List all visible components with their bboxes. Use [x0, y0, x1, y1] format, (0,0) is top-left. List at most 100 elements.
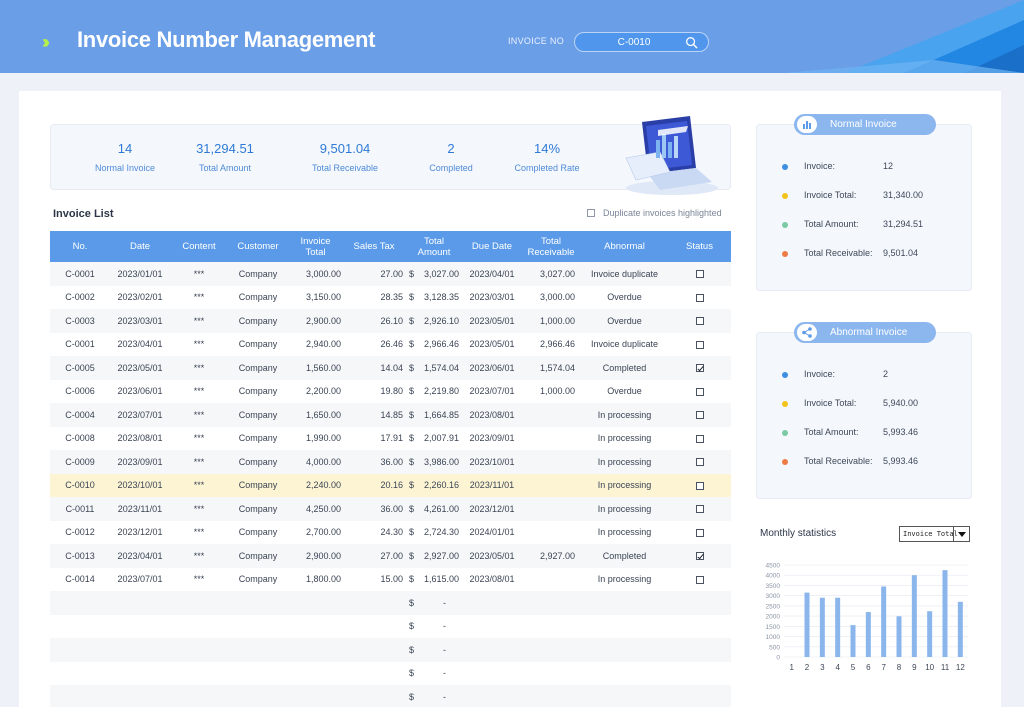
table-row[interactable]: C-0006 2023/06/01 *** Company 2,200.00 19.80 $… — [50, 379, 731, 403]
table-row[interactable]: C-0001 2023/04/01 *** Company 2,940.00 26.46 $… — [50, 332, 731, 356]
status-checkbox[interactable] — [695, 340, 704, 349]
amount-value: 1,664.85 — [423, 409, 459, 420]
column-header[interactable]: Due Date — [463, 231, 521, 262]
cell-status[interactable] — [668, 426, 731, 450]
column-header[interactable]: Invoice Total — [288, 231, 343, 262]
cell-status[interactable] — [668, 497, 731, 521]
column-header[interactable]: Sales Tax — [343, 231, 405, 262]
cell-receivable: 2,927.00 — [521, 544, 581, 568]
search-icon[interactable] — [685, 36, 698, 49]
status-checkbox[interactable] — [695, 317, 704, 326]
cell-status[interactable] — [668, 544, 731, 568]
cell-status[interactable] — [668, 379, 731, 403]
table-row[interactable]: C-0003 2023/03/01 *** Company 2,900.00 26.10 $… — [50, 309, 731, 333]
currency-symbol: $ — [409, 527, 415, 538]
cell-status[interactable] — [668, 285, 731, 309]
cell-status[interactable] — [668, 520, 731, 544]
y-tick-label: 4000 — [766, 573, 781, 580]
invoice-search-value[interactable]: C-0010 — [617, 37, 651, 48]
cell-no: C-0014 — [50, 567, 110, 591]
table-row[interactable]: C-0002 2023/02/01 *** Company 3,150.00 28.35 $… — [50, 285, 731, 309]
empty-cell — [463, 638, 521, 662]
table-row[interactable]: C-0014 2023/07/01 *** Company 1,800.00 15.00 $… — [50, 567, 731, 591]
status-checkbox[interactable] — [695, 458, 704, 467]
cell-sales-tax: 15.00 — [343, 567, 405, 591]
status-checkbox[interactable] — [695, 293, 704, 302]
table-row[interactable]: C-0001 2023/01/01 *** Company 3,000.00 27.00 $… — [50, 262, 731, 286]
cell-no: C-0001 — [50, 262, 110, 286]
table-row[interactable]: C-0011 2023/11/01 *** Company 4,250.00 36.00 $… — [50, 497, 731, 521]
invoice-search-input[interactable]: C-0010 — [574, 32, 709, 52]
cell-customer: Company — [228, 426, 288, 450]
stat-value: 12 — [883, 161, 894, 171]
table-row[interactable]: C-0004 2023/07/01 *** Company 1,650.00 14.85 $… — [50, 403, 731, 427]
table-row[interactable]: C-0008 2023/08/01 *** Company 1,990.00 17.91 $… — [50, 426, 731, 450]
column-header[interactable]: No. — [50, 231, 110, 262]
x-tick-label: 4 — [835, 663, 840, 672]
empty-cell — [170, 614, 228, 638]
table-row[interactable]: C-0012 2023/12/01 *** Company 2,700.00 24.30 $… — [50, 520, 731, 544]
cell-due-date: 2023/08/01 — [463, 567, 521, 591]
status-checkbox[interactable] — [695, 575, 704, 584]
column-header[interactable]: Status — [668, 231, 731, 262]
status-checkbox[interactable] — [695, 505, 704, 514]
cell-customer: Company — [228, 497, 288, 521]
column-header[interactable]: Abnormal — [581, 231, 668, 262]
status-checkbox[interactable] — [695, 411, 704, 420]
table-row[interactable]: C-0013 2023/04/01 *** Company 2,900.00 27.00 $… — [50, 544, 731, 568]
cell-receivable — [521, 473, 581, 497]
summary-label: Total Receivable — [311, 163, 379, 173]
duplicate-checkbox[interactable] — [587, 209, 595, 217]
table-row[interactable]: C-0009 2023/09/01 *** Company 4,000.00 36.00 $… — [50, 450, 731, 474]
cell-invoice-total: 2,940.00 — [288, 332, 343, 356]
cell-status[interactable] — [668, 473, 731, 497]
status-checkbox[interactable] — [695, 481, 704, 490]
bar — [942, 570, 948, 657]
cell-abnormal: Overdue — [581, 379, 668, 403]
cell-receivable: 3,027.00 — [521, 262, 581, 286]
x-tick-label: 10 — [925, 663, 934, 672]
table-row[interactable]: C-0010 2023/10/01 *** Company 2,240.00 20.16 $… — [50, 473, 731, 497]
amount-value: 2,724.30 — [423, 527, 459, 538]
status-checkbox[interactable] — [695, 528, 704, 537]
table-row-empty: $ - — [50, 661, 731, 685]
cell-status[interactable] — [668, 567, 731, 591]
status-checkbox[interactable] — [695, 364, 704, 373]
cell-total-amount: $ - — [405, 638, 463, 662]
status-checkbox[interactable] — [695, 434, 704, 443]
duplicate-highlight-toggle[interactable]: Duplicate invoices highlighted — [587, 208, 722, 218]
cell-invoice-total: 4,250.00 — [288, 497, 343, 521]
currency-symbol: $ — [409, 456, 415, 467]
x-tick-label: 1 — [789, 663, 794, 672]
empty-dash: - — [443, 621, 446, 632]
column-header[interactable]: Date — [110, 231, 170, 262]
cell-total-amount: $3,128.35 — [405, 285, 463, 309]
column-header[interactable]: Customer — [228, 231, 288, 262]
empty-dash: - — [443, 644, 446, 655]
cell-status[interactable] — [668, 309, 731, 333]
metric-select[interactable]: Invoice Total — [899, 526, 970, 542]
status-checkbox[interactable] — [695, 387, 704, 396]
column-header[interactable]: Total Receivable — [521, 231, 581, 262]
cell-status[interactable] — [668, 450, 731, 474]
cell-sales-tax: 20.16 — [343, 473, 405, 497]
legend-dot-icon — [782, 222, 788, 228]
cell-status[interactable] — [668, 262, 731, 286]
table-row-empty: $ - — [50, 685, 731, 707]
currency-symbol: $ — [409, 668, 415, 679]
table-row[interactable]: C-0005 2023/05/01 *** Company 1,560.00 14.04 $… — [50, 356, 731, 380]
cell-sales-tax: 24.30 — [343, 520, 405, 544]
status-checkbox[interactable] — [695, 270, 704, 279]
currency-symbol: $ — [409, 691, 415, 702]
y-tick-label: 2000 — [766, 614, 781, 621]
status-checkbox[interactable] — [695, 552, 704, 561]
amount-value: 2,926.10 — [423, 315, 459, 326]
empty-cell — [668, 661, 731, 685]
chevron-down-icon[interactable] — [953, 527, 969, 541]
cell-status[interactable] — [668, 356, 731, 380]
column-header[interactable]: Total Amount — [405, 231, 463, 262]
column-header[interactable]: Content — [170, 231, 228, 262]
cell-status[interactable] — [668, 332, 731, 356]
cell-status[interactable] — [668, 403, 731, 427]
y-tick-label: 3500 — [766, 583, 781, 590]
